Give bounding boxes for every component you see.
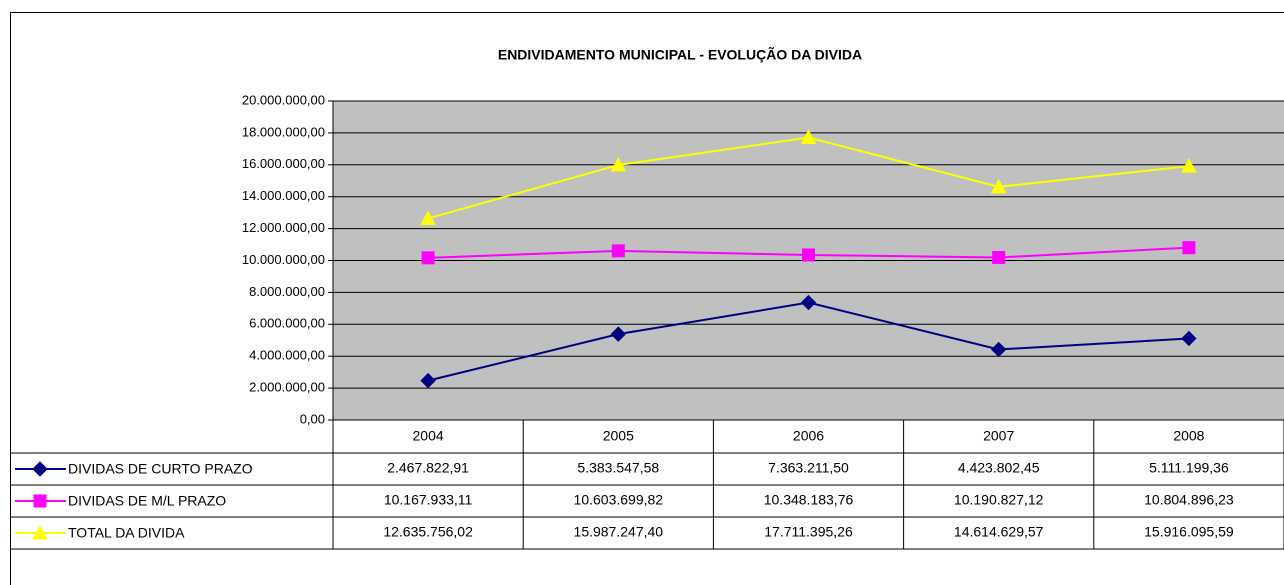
data-point: [610, 326, 627, 342]
x-tick-label: 2006: [793, 428, 824, 444]
data-point: [420, 372, 436, 389]
y-tick-label: 10.000.000,00: [242, 252, 325, 267]
chart-title: ENDIVIDAMENTO MUNICIPAL - EVOLUÇÃO DA DI…: [498, 46, 862, 63]
legend-label: TOTAL DA DIVIDA: [68, 525, 185, 541]
legend-label: DIVIDAS DE M/L PRAZO: [68, 493, 226, 509]
table-value: 15.916.095,59: [1144, 524, 1234, 540]
y-tick-label: 16.000.000,00: [242, 156, 325, 171]
legend-label: DIVIDAS DE CURTO PRAZO: [68, 461, 253, 477]
y-tick-label: 8.000.000,00: [249, 284, 325, 299]
table-value: 17.711.395,26: [764, 524, 853, 540]
table-value: 10.190.827,12: [954, 492, 1044, 508]
table-value: 4.423.802,45: [958, 460, 1040, 476]
table-value: 2.467.822,91: [387, 460, 469, 476]
data-point: [990, 341, 1007, 358]
table-value: 10.603.699,82: [574, 492, 664, 508]
data-point: [1182, 241, 1196, 255]
data-point: [1181, 330, 1197, 347]
table-value: 10.348.183,76: [764, 492, 854, 508]
y-tick-label: 18.000.000,00: [242, 124, 325, 139]
y-tick-label: 20.000.000,00: [242, 92, 325, 107]
table-value: 10.804.896,23: [1144, 492, 1234, 508]
data-point: [992, 250, 1006, 264]
y-tick-label: 2.000.000,00: [249, 380, 325, 395]
data-point: [990, 178, 1007, 194]
data-point: [802, 248, 815, 262]
y-tick-label: 0,00: [300, 411, 325, 426]
table-value: 12.635.756,02: [383, 524, 473, 540]
y-tick-label: 4.000.000,00: [249, 348, 325, 363]
legend-marker: [32, 461, 48, 477]
x-tick-label: 2007: [983, 428, 1014, 444]
x-tick-label: 2008: [1173, 428, 1204, 444]
data-point: [421, 251, 435, 265]
x-tick-label: 2005: [603, 428, 634, 444]
table-value: 7.363.211,50: [768, 460, 849, 476]
table-value: 5.111.199,36: [1149, 460, 1229, 476]
y-tick-label: 14.000.000,00: [242, 188, 325, 203]
data-point: [1181, 158, 1197, 173]
table-value: 15.987.247,40: [574, 524, 664, 540]
data-point: [800, 294, 817, 311]
y-tick-label: 12.000.000,00: [242, 220, 325, 235]
table-value: 14.614.629,57: [954, 524, 1044, 540]
x-tick-label: 2004: [413, 428, 444, 444]
data-point: [611, 244, 625, 258]
table-value: 10.167.933,11: [384, 492, 473, 508]
legend-marker: [32, 524, 48, 540]
table-value: 5.383.547,58: [577, 460, 659, 476]
data-point: [420, 210, 436, 225]
data-point: [800, 129, 817, 145]
legend-marker: [33, 494, 47, 508]
data-point: [610, 156, 627, 172]
y-tick-label: 6.000.000,00: [249, 316, 325, 331]
